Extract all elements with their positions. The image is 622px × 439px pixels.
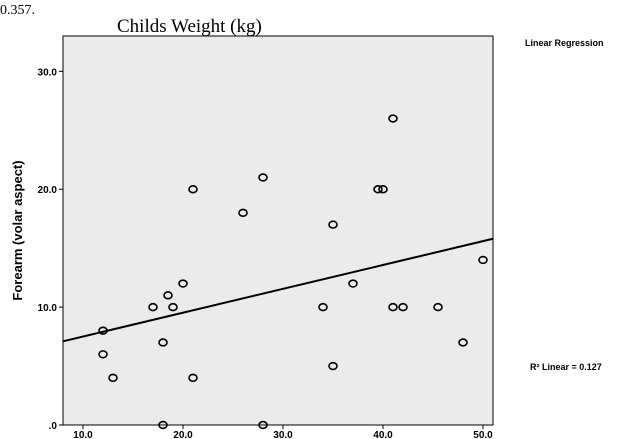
data-point [178, 279, 188, 288]
data-point [158, 338, 168, 347]
plot-area [62, 35, 494, 426]
data-point [98, 326, 108, 335]
data-point [163, 291, 173, 300]
data-point [148, 302, 158, 312]
y-tick-label: .0 [49, 421, 58, 432]
data-point [433, 302, 443, 312]
data-point [188, 373, 198, 383]
r-squared-label: R² Linear = 0.127 [530, 362, 602, 372]
x-tick-label: 40.0 [373, 430, 393, 439]
data-point [388, 114, 398, 123]
x-tick-label: 30.0 [273, 430, 293, 439]
x-tick-label: 50.0 [473, 430, 493, 439]
caption-fragment: 0.357. [0, 3, 35, 18]
data-point [458, 338, 468, 347]
data-point [108, 373, 118, 383]
chart-title: Childs Weight (kg) [117, 16, 262, 37]
data-point [258, 173, 268, 182]
y-tick-label: 30.0 [38, 67, 58, 78]
x-tick-label: 10.0 [73, 430, 93, 439]
data-points [98, 114, 488, 430]
x-tick-label: 20.0 [173, 430, 193, 439]
regression-line [62, 237, 494, 343]
data-point [373, 185, 383, 194]
data-point [318, 302, 328, 312]
data-point [478, 255, 488, 265]
data-point [158, 420, 168, 430]
data-point [328, 361, 338, 371]
data-point [98, 350, 108, 359]
data-point [348, 279, 358, 288]
x-axis: 10.0 20.0 30.0 40.0 50.0 [73, 425, 493, 439]
data-point [328, 220, 338, 229]
data-point [258, 420, 268, 430]
data-point [398, 302, 408, 312]
y-axis-title: Forearm (volar aspect) [10, 160, 25, 300]
data-point [168, 302, 178, 312]
data-point [378, 185, 388, 194]
legend-title: Linear Regression [525, 38, 604, 48]
data-point [388, 302, 398, 312]
y-axis: .0 10.0 20.0 30.0 [38, 67, 63, 432]
y-tick-label: 10.0 [38, 303, 58, 314]
data-point [188, 185, 198, 194]
y-tick-label: 20.0 [38, 185, 58, 196]
data-point [238, 208, 248, 218]
